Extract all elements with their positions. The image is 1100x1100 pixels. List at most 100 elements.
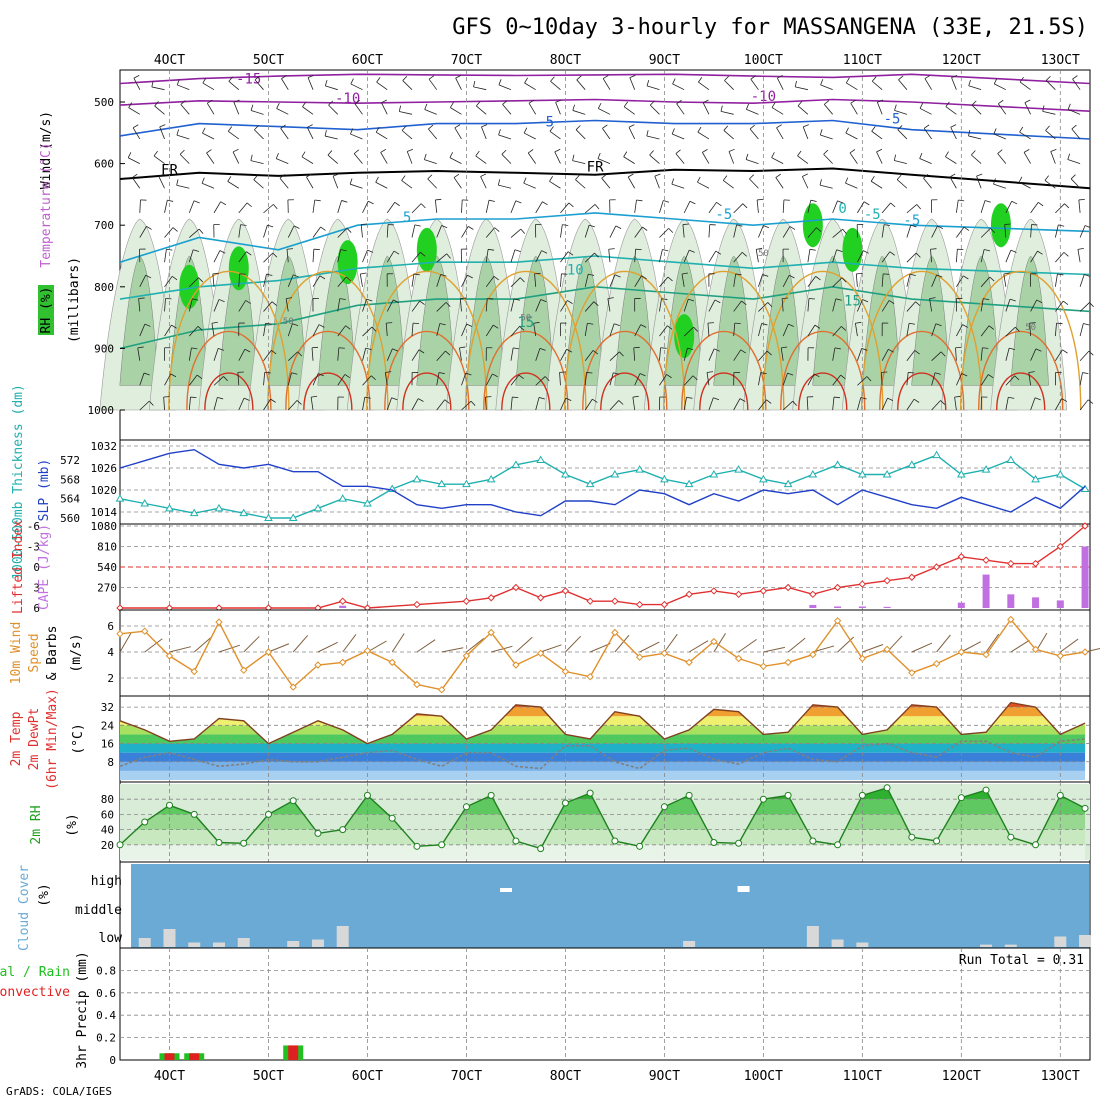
upper-wind-barb (980, 276, 991, 288)
upper-wind-barb (139, 323, 146, 337)
upper-wind-barb-flag (476, 101, 481, 107)
upper-wind-barb (980, 347, 983, 361)
cloud-high-bar (737, 886, 750, 892)
top-date-label: 7OCT (451, 53, 482, 68)
upper-wind-barb-flag (542, 201, 548, 206)
upper-wind-barb (311, 347, 314, 361)
contour-label: 50 (520, 314, 531, 324)
upper-wind-barb (428, 128, 438, 140)
upper-wind-barb-flag (940, 351, 946, 357)
upper-wind-barb-flag (1056, 322, 1063, 325)
precip-convective-bar (288, 1045, 299, 1060)
upper-wind-barb (502, 104, 512, 115)
upper-wind-barb-flag (641, 275, 647, 280)
upper-wind-barb (1055, 203, 1065, 214)
upper-wind-barb (758, 372, 762, 386)
rh-2m-line (119, 786, 1086, 850)
upper-wind-barb (188, 298, 193, 312)
cloud-background (131, 864, 1089, 948)
upper-wind-barb (876, 151, 883, 164)
lifted-index-line (120, 525, 1086, 609)
upper-wind-barb-flag (264, 372, 271, 374)
warm-isotherm-arch (465, 270, 587, 411)
upper-wind-barb (376, 81, 388, 91)
bottom-date-label: 12OCT (942, 1069, 981, 1084)
upper-wind-barb (213, 299, 220, 312)
warm-isotherm-arch (168, 270, 290, 411)
upper-wind-barb-flag (176, 79, 180, 86)
thickness-point (214, 503, 224, 512)
upper-wind-barb-flag (602, 124, 608, 129)
upper-wind-barb-flag (649, 150, 654, 156)
wind-speed-point (437, 685, 446, 694)
rh-2m-point (289, 797, 297, 805)
upper-wind-barb (1044, 180, 1056, 189)
upper-wind-barb-flag (197, 326, 203, 331)
upper-wind-barb (164, 249, 167, 263)
upper-wind-barb (584, 224, 590, 238)
upper-wind-barb (1079, 399, 1089, 411)
upper-wind-barb (1079, 350, 1090, 361)
wind-speed-point (635, 653, 644, 661)
upper-wind-barb-flag (497, 179, 501, 186)
upper-wind-barb-flag (1036, 299, 1043, 304)
upper-wind-barb (461, 323, 467, 337)
upper-wind-barb (1079, 225, 1086, 238)
upper-wind-barb (362, 375, 372, 386)
upper-wind-barb-flag (279, 174, 285, 179)
upper-wind-barb-flag (1019, 76, 1024, 83)
upper-wind-barb (139, 226, 147, 238)
upper-wind-barb (771, 157, 784, 164)
upper-wind-barb (310, 397, 314, 411)
wind-speed-point (982, 650, 990, 659)
upper-wind-barb (898, 79, 908, 90)
upper-wind-barb (756, 199, 759, 213)
upper-wind-barb (572, 110, 586, 115)
upper-wind-barb-flag (856, 272, 863, 275)
upper-wind-barb-flag (427, 174, 433, 180)
upper-wind-barb (253, 179, 264, 189)
upper-wind-barb (459, 298, 462, 312)
upper-wind-barb (475, 155, 487, 164)
bottom-date-label: 8OCT (550, 1069, 581, 1084)
upper-wind-barb-flag (866, 376, 872, 382)
upper-wind-barb-flag (1035, 348, 1042, 352)
thickness-point (882, 470, 892, 478)
upper-wind-barb (163, 397, 165, 411)
upper-wind-barb (632, 397, 636, 411)
upper-wind-barb (306, 176, 314, 189)
upper-wind-barb (819, 184, 833, 189)
upper-wind-barb-flag (945, 151, 949, 157)
upper-wind-barb (881, 224, 885, 238)
bottom-date-label: 4OCT (154, 1069, 185, 1084)
upper-wind-barb (535, 250, 542, 263)
upper-wind-barb-flag (1063, 252, 1069, 257)
upper-wind-barb-flag (951, 75, 958, 78)
upper-legend-wind: Wind (m/s) (39, 111, 54, 189)
upper-wind-barb-flag (662, 249, 669, 252)
upper-wind-barb-flag (375, 176, 379, 183)
upper-wind-barb (807, 227, 817, 238)
upper-wind-barb (931, 323, 937, 337)
thickness-point (462, 479, 471, 488)
upper-wind-barb (1071, 128, 1081, 140)
upper-wind-barb (510, 347, 514, 361)
upper-wind-barb (164, 276, 173, 288)
upper-wind-barb-flag (166, 248, 173, 251)
upper-wind-barb (411, 252, 421, 263)
upper-wind-barb (1072, 78, 1081, 90)
top-date-label: 8OCT (550, 53, 581, 68)
rh-2m-point (512, 837, 520, 845)
wind-barb (911, 642, 933, 653)
upper-wind-barb (807, 324, 816, 337)
wind-speed-point (116, 630, 124, 638)
precip-ylabel-c: 3hr Precip (mm) (75, 951, 90, 1068)
warm-isotherm-arch (267, 270, 389, 411)
upper-wind-barb (350, 133, 363, 140)
upper-wind-barb-flag (950, 124, 957, 128)
upper-wind-barb (654, 175, 660, 189)
thickness-point (783, 479, 793, 488)
upper-wind-barb-flag (789, 226, 796, 230)
upper-wind-barb-flag (467, 274, 473, 279)
